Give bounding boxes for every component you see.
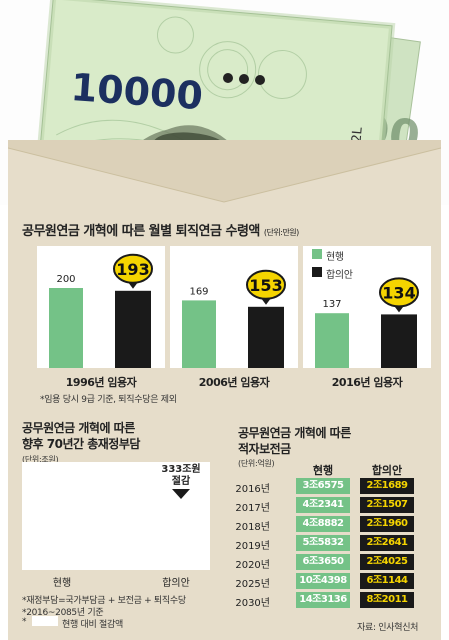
- table-year-6: 2030년: [235, 598, 270, 609]
- top-chart-footnote: *임용 당시 9급 기준, 퇴직수당은 제외: [40, 395, 177, 405]
- table-cell-current-1: 4조2341: [296, 497, 350, 513]
- table-year-4: 2020년: [235, 560, 270, 571]
- bar-current-0: [49, 288, 83, 368]
- source-note: 자료: 인사혁신처: [357, 623, 419, 633]
- bubble-0: [113, 253, 153, 284]
- label-current-1: 169: [189, 286, 208, 297]
- legend-label-agreed: 합의안: [326, 270, 353, 281]
- legend-label-current: 현행: [326, 252, 344, 263]
- table-cell-agreed-1: 2조1507: [360, 497, 414, 513]
- savings-callout-amount: 333조원: [161, 464, 201, 475]
- label-current-0: 200: [56, 274, 75, 285]
- table-cell-agreed-2: 2조1960: [360, 516, 414, 532]
- bubble-2: [379, 277, 419, 308]
- top-chart-unit: (단위:만원): [263, 228, 299, 237]
- mid-x-label-agreed: 합의안: [162, 578, 190, 589]
- table-cell-agreed-3: 2조2641: [360, 535, 414, 551]
- top-chart-title: 공무원연금 개혁에 따른 월별 퇴직연금 수령액 (단위:만원): [22, 224, 299, 239]
- table-cell-current-0: 3조6575: [296, 478, 350, 494]
- table-cell-current-4: 6조3650: [296, 554, 350, 570]
- table-cell-current-3: 5조5832: [296, 535, 350, 551]
- table-cell-agreed-4: 2조4025: [360, 554, 414, 570]
- table-cell-agreed-5: 6조1144: [360, 573, 414, 589]
- group-label-1996: 1996년 임용자: [65, 376, 137, 389]
- mid-footnote-2: *2016~2085년 기준: [22, 608, 104, 618]
- bar-agreed-2: [381, 314, 417, 368]
- savings-callout: 333조원 절감: [156, 464, 206, 488]
- table-cell-current-5: 10조4398: [296, 573, 350, 589]
- table-cell-agreed-0: 2조1689: [360, 478, 414, 494]
- bar-agreed-1: [248, 306, 284, 368]
- label-agreed-2: 134: [382, 283, 415, 302]
- table-year-5: 2025년: [235, 579, 270, 590]
- group-label-2016: 2016년 임용자: [331, 376, 403, 389]
- mid-chart-title-line1: 공무원연금 개혁에 따른: [22, 421, 135, 435]
- table-header-current: 현행: [312, 464, 334, 477]
- mid-footnote-marker: *: [22, 617, 27, 627]
- table-year-1: 2017년: [235, 503, 270, 514]
- mid-footnote-swatch: [32, 616, 58, 626]
- table-cell-current-2: 4조8882: [296, 516, 350, 532]
- banknote-number: 10000: [69, 65, 204, 118]
- bubble-1: [246, 269, 286, 300]
- legend-swatch-current: [312, 249, 322, 259]
- label-agreed-1: 153: [249, 276, 282, 295]
- mid-chart-panel: [22, 462, 210, 570]
- table-title-line1: 공무원연금 개혁에 따른: [238, 426, 351, 440]
- savings-callout-label: 절감: [171, 476, 191, 487]
- bar-current-2: [315, 313, 349, 368]
- label-current-2: 137: [322, 299, 341, 310]
- table-unit: (단위:억원): [238, 459, 275, 468]
- mid-chart-unit: (단위:조원): [22, 455, 59, 464]
- mid-footnote-1: *재정부담=국가부담금 + 보전금 + 퇴직수당: [22, 596, 186, 606]
- bar-current-1: [182, 300, 216, 368]
- table-header-agreed: 합의안: [371, 464, 403, 477]
- bar-agreed-0: [115, 290, 151, 368]
- table-cell-current-6: 14조3136: [296, 592, 350, 608]
- savings-arrow-icon: [172, 489, 190, 499]
- mid-x-label-current: 현행: [52, 578, 72, 589]
- group-label-2006: 2006년 임용자: [198, 376, 270, 389]
- table-year-3: 2019년: [235, 541, 270, 552]
- envelope-flap: [8, 140, 441, 203]
- label-agreed-0: 193: [116, 260, 149, 279]
- legend-swatch-agreed: [312, 267, 322, 277]
- table-year-2: 2018년: [235, 522, 270, 533]
- mid-footnote-3: 현행 대비 절감액: [62, 620, 123, 630]
- mid-chart-title-line2: 향후 70년간 총재정부담: [22, 437, 140, 451]
- table-year-0: 2016년: [235, 484, 270, 495]
- table-cell-agreed-6: 8조2011: [360, 592, 414, 608]
- table-title-line2: 적자보전금: [238, 442, 291, 456]
